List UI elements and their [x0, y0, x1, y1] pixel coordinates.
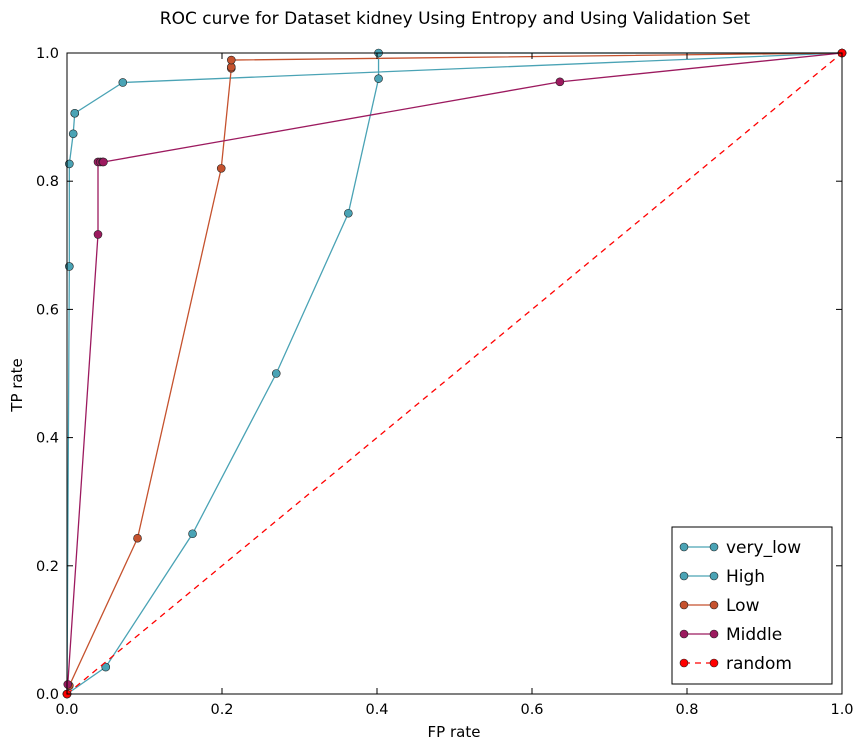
legend-label: Low [726, 596, 760, 616]
data-point-very-low [271, 369, 281, 378]
series-line-random [66, 52, 843, 695]
y-tick-label: 0.4 [36, 431, 59, 447]
data-point-high [68, 129, 78, 139]
data-point-high [70, 108, 80, 118]
data-point-low [133, 533, 142, 543]
plot-frame [66, 52, 843, 695]
legend-marker [709, 571, 719, 581]
legend-marker [679, 600, 689, 610]
data-point-middle [555, 77, 565, 87]
legend-box [671, 526, 833, 685]
legend-label: random [726, 654, 792, 674]
data-point-low [216, 164, 226, 173]
plot-area [62, 48, 847, 699]
legend-marker [679, 542, 689, 552]
x-tick-label: 1.0 [830, 702, 853, 718]
y-axis-label: TP rate [8, 358, 26, 412]
data-point-low [227, 55, 236, 65]
data-point-very-low [374, 74, 383, 83]
legend-marker [709, 629, 719, 639]
y-tick-label: 0.8 [36, 174, 59, 190]
legend-marker [679, 629, 689, 639]
x-axis-label: FP rate [428, 723, 481, 741]
x-tick-label: 0.4 [365, 702, 388, 718]
data-point-middle [93, 230, 103, 239]
legend-marker [679, 571, 689, 581]
data-point-very-low [344, 208, 353, 218]
x-tick-label: 0.6 [520, 702, 543, 718]
y-tick-label: 0.6 [36, 302, 59, 318]
legend-marker [709, 658, 719, 668]
legend: very_low High Low Middle random [671, 526, 833, 685]
x-tick-label: 0.0 [55, 702, 78, 718]
data-point-very-low [101, 662, 111, 672]
y-tick-label: 0.2 [36, 559, 59, 575]
y-tick-label: 0.0 [36, 687, 59, 703]
data-point-very-low [188, 529, 197, 539]
legend-marker [679, 658, 689, 668]
x-tick-label: 0.2 [210, 702, 233, 718]
y-tick-label: 1.0 [36, 46, 59, 62]
legend-marker [709, 600, 719, 610]
chart-title: ROC curve for Dataset kidney Using Entro… [160, 9, 751, 29]
legend-label: very_low [726, 538, 801, 558]
legend-marker [709, 542, 719, 552]
axis-ticks: 0.0 0.2 0.4 0.6 0.8 1.0 0.0 0.2 0.4 0.6 0.8 1.0 [36, 46, 854, 718]
x-tick-label: 0.8 [675, 702, 698, 718]
data-point-high [118, 78, 128, 87]
legend-label: Middle [726, 625, 782, 645]
data-point-middle [99, 157, 108, 167]
data-point-middle [63, 680, 73, 689]
legend-label: High [726, 567, 765, 587]
